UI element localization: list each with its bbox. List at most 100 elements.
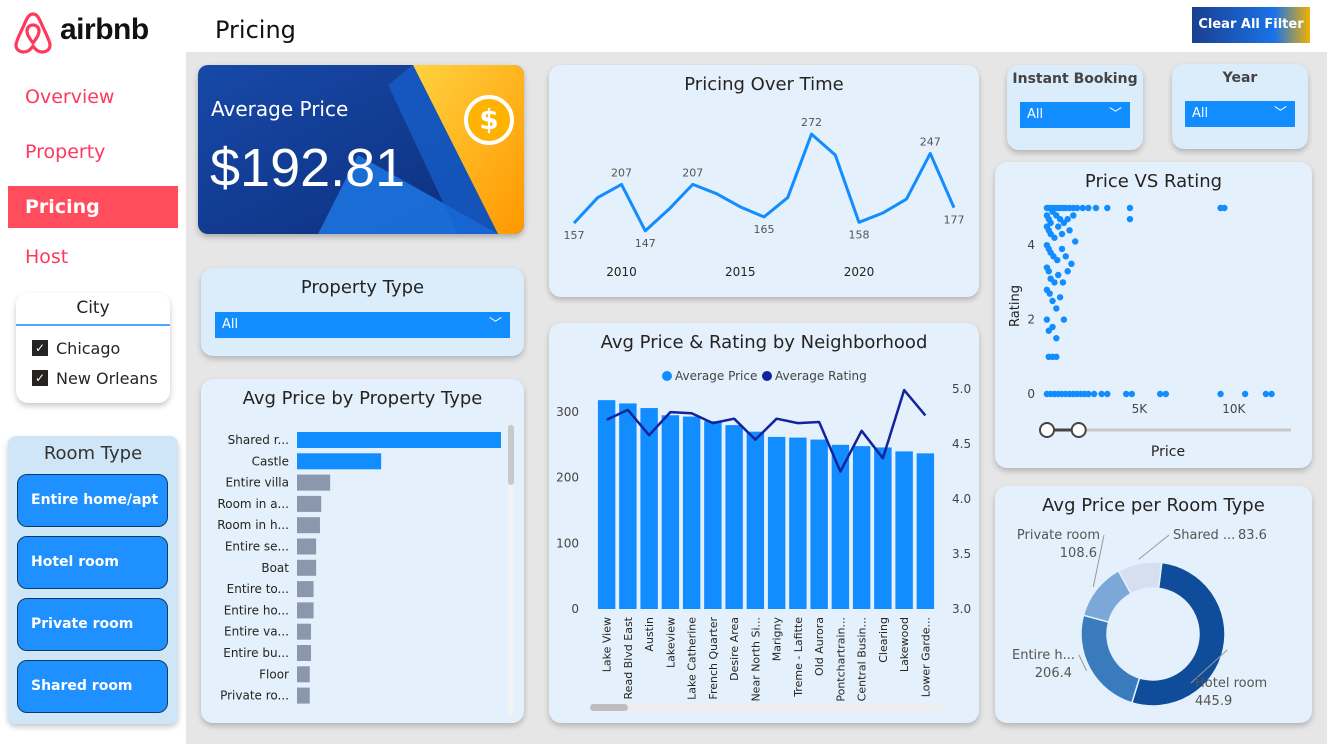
scatter-point: [1045, 268, 1052, 275]
scatter-point: [1079, 204, 1086, 212]
dropdown-value: All: [1192, 106, 1209, 121]
avg-price-rating-by-neighborhood-chart: Average Price Average Rating 0 100 200 300 3.0…: [556, 369, 971, 711]
scrollbar-thumb: [590, 704, 628, 711]
property-type-title: Property Type: [300, 277, 425, 298]
bar: [297, 495, 322, 512]
donut-slice: [1130, 561, 1226, 707]
checkbox-checked-icon[interactable]: ✓: [32, 370, 48, 386]
category-label: Desire Area: [728, 617, 741, 681]
scatter-point: [1064, 268, 1071, 275]
scatter-point: [1058, 230, 1066, 238]
scatter-point: [1126, 204, 1134, 212]
legend-label: Average Rating: [775, 369, 867, 383]
scatter-point: [1072, 238, 1079, 245]
category-label: French Quarter: [707, 617, 720, 700]
y-tick-label: 0: [1027, 387, 1035, 401]
bar: [916, 453, 935, 609]
category-label: Entire va...: [224, 625, 289, 639]
bar: [852, 446, 871, 609]
scatter-point: [1058, 245, 1066, 253]
y-tick-label: 4: [1027, 238, 1035, 252]
city-option-chicago[interactable]: ✓ Chicago: [32, 339, 162, 359]
avg-price-per-room-type-chart: Hotel room 445.9 Entire h... 206.4 Private r…: [1012, 528, 1267, 709]
nav-host[interactable]: Host: [25, 246, 69, 268]
legend-marker: [662, 371, 672, 381]
room-type-shared-room[interactable]: Shared room: [17, 660, 168, 713]
nav-property[interactable]: Property: [25, 141, 106, 163]
bar: [767, 436, 786, 609]
city-filter: City ✓ Chicago ✓ New Orleans: [16, 293, 170, 403]
category-label: Lakeview: [664, 617, 677, 668]
pricing-over-time-chart: 157 207 147 207 165 272 158 247 177 2010 2015 2020: [564, 116, 965, 279]
data-label: 207: [611, 166, 632, 179]
scatter-point: [1085, 204, 1092, 212]
slice-value-label: 83.6: [1238, 528, 1267, 543]
scatter-point: [1090, 390, 1098, 398]
scatter-point: [1092, 204, 1100, 212]
category-label: Castle: [252, 454, 289, 468]
series-line: [572, 132, 956, 233]
city-filter-title: City: [76, 298, 110, 318]
scatter-point: [1059, 279, 1067, 286]
scatter-point: [1070, 212, 1077, 219]
kpi-label: Average Price: [211, 97, 349, 121]
brand-name: airbnb: [60, 13, 149, 46]
airbnb-logo[interactable]: airbnb: [12, 10, 172, 54]
neighborhood-chart-card: Avg Price & Rating by Neighborhood Avera…: [549, 323, 979, 723]
city-option-new-orleans[interactable]: ✓ New Orleans: [32, 369, 162, 389]
dropdown-value: All: [222, 317, 239, 332]
bar: [789, 437, 807, 609]
instant-booking-dropdown[interactable]: All ﹀: [1020, 102, 1130, 128]
avg-price-per-room-type-card: Avg Price per Room Type Hotel room 445.9 E…: [995, 486, 1312, 723]
room-type-private-room[interactable]: Private room: [17, 598, 168, 651]
room-type-entire-home[interactable]: Entire home/apt: [17, 474, 168, 527]
bar: [682, 416, 701, 609]
category-label: Entire to...: [227, 582, 289, 596]
leader-line: [1190, 649, 1228, 684]
category-label: Entire bu...: [223, 646, 289, 660]
year-title: Year: [1222, 70, 1258, 86]
y-left-tick-label: 0: [571, 602, 579, 616]
y-right-tick-label: 3.0: [952, 602, 971, 616]
bar: [661, 415, 680, 609]
clear-all-filter-button[interactable]: Clear All Filter: [1192, 7, 1310, 43]
slider-min-handle[interactable]: [1039, 422, 1055, 438]
year-dropdown[interactable]: All ﹀: [1185, 101, 1295, 127]
category-label: Old Aurora: [813, 617, 826, 676]
category-label: Lakewood: [898, 617, 911, 672]
checkbox-checked-icon[interactable]: ✓: [32, 340, 48, 356]
scatter-point: [1262, 390, 1270, 398]
slice-category-label: Entire h...: [1012, 648, 1075, 663]
data-label: 158: [849, 228, 870, 241]
nav-pricing[interactable]: Pricing: [8, 186, 178, 228]
scatter-point: [1126, 215, 1134, 223]
slice-category-label: Hotel room: [1195, 676, 1267, 691]
room-type-hotel-room[interactable]: Hotel room: [17, 536, 168, 589]
bar: [297, 474, 331, 491]
pricing-over-time-card: Pricing Over Time 157 207 147 207 165 272 158 2…: [549, 65, 979, 297]
legend-marker: [762, 371, 772, 381]
x-tick-label: 2010: [606, 265, 637, 279]
nav-overview[interactable]: Overview: [25, 86, 115, 108]
slice-value-label: 206.4: [1035, 666, 1072, 681]
category-label: Read Blvd East: [622, 616, 635, 699]
chart-title: Avg Price by Property Type: [242, 388, 483, 409]
bar: [725, 425, 743, 609]
scatter-point: [1217, 390, 1224, 398]
kpi-average-price-card: Average Price $192.81 $: [198, 65, 524, 234]
x-axis-label: Price: [1151, 444, 1185, 460]
bar: [831, 444, 850, 609]
scatter-point: [1122, 390, 1130, 398]
scatter-point: [1073, 204, 1081, 212]
slider-max-handle[interactable]: [1070, 422, 1087, 438]
scatter-point: [1055, 223, 1062, 230]
category-label: Entire se...: [225, 540, 289, 554]
scatter-point: [1055, 271, 1062, 279]
property-type-dropdown[interactable]: All ﹀: [215, 312, 510, 338]
divider: [16, 324, 170, 326]
scatter-point: [1098, 390, 1105, 398]
leader-line: [1138, 534, 1170, 560]
category-label: Lake Catherine: [686, 617, 699, 700]
bar: [895, 451, 913, 609]
chart-title: Price VS Rating: [1084, 171, 1223, 192]
